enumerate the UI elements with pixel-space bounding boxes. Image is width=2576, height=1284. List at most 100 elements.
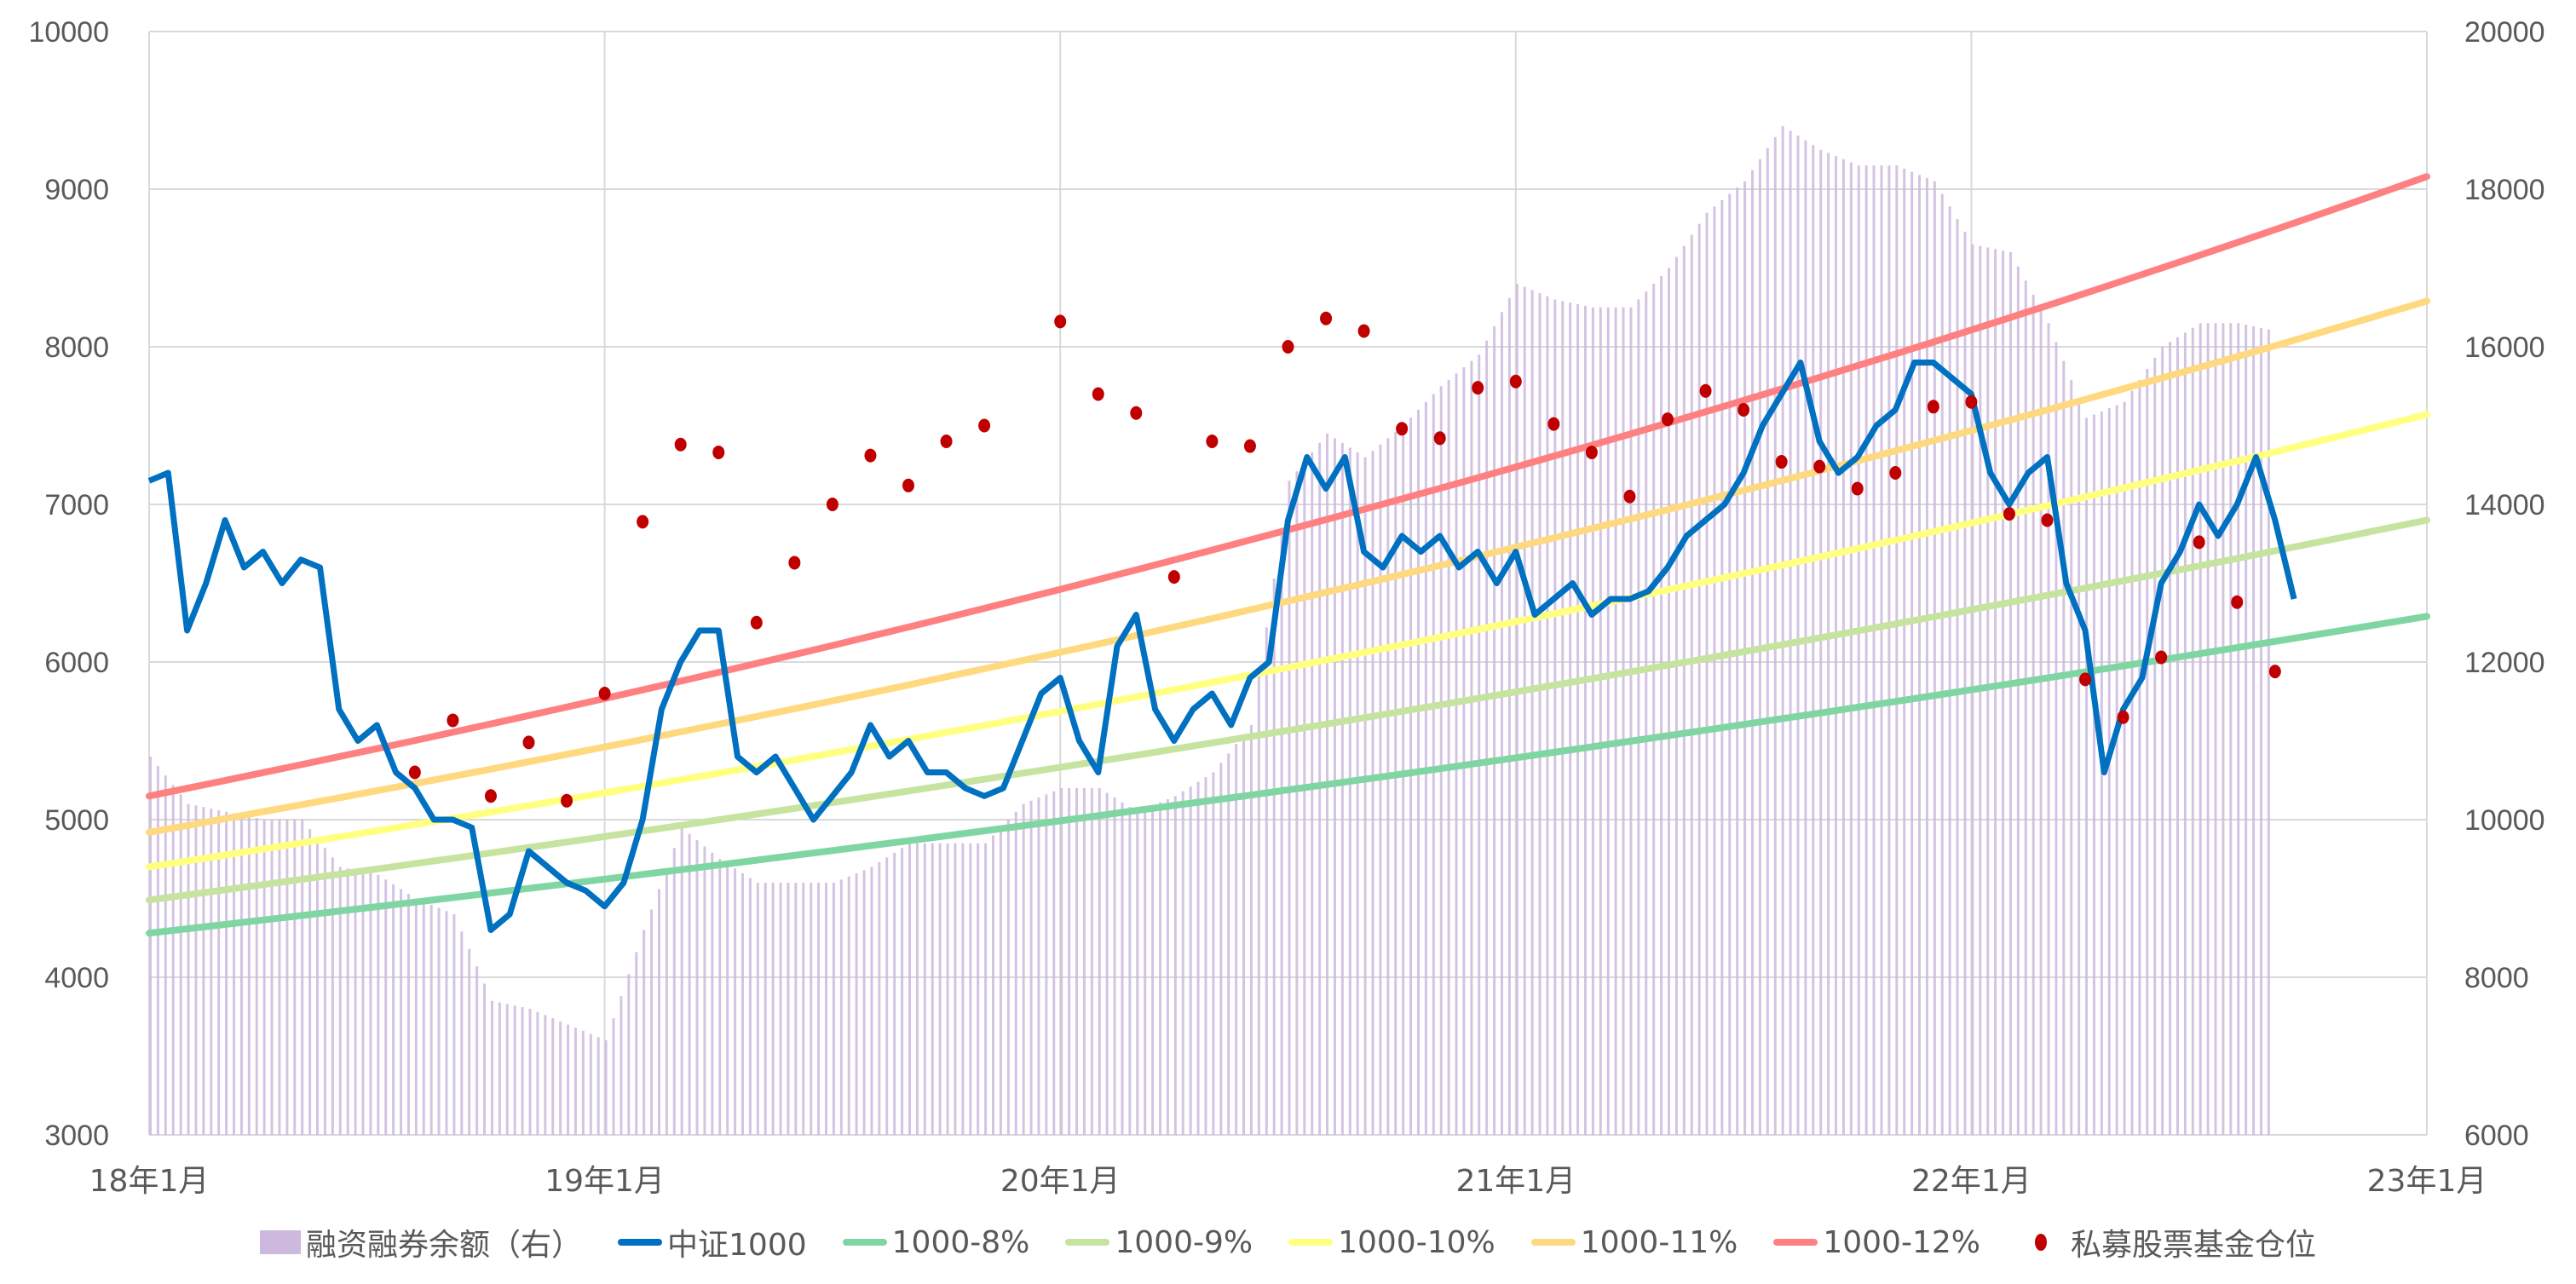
margin-balance-bar <box>748 878 752 1135</box>
margin-balance-bar <box>1409 417 1413 1135</box>
legend-label: 1000-11% <box>1580 1224 1738 1260</box>
margin-balance-bar <box>787 883 790 1135</box>
fund-position-dot <box>1738 403 1750 417</box>
margin-balance-bar <box>2024 280 2027 1135</box>
margin-balance-bar <box>839 879 843 1135</box>
margin-balance-bar <box>293 820 297 1135</box>
fund-position-dot <box>788 556 801 570</box>
margin-balance-bar <box>1288 481 1291 1135</box>
margin-balance-bar <box>1075 788 1079 1135</box>
margin-balance-bar <box>589 1034 592 1135</box>
left-tick-label: 7000 <box>44 489 109 521</box>
fund-position-dot <box>978 418 991 433</box>
margin-balance-bar <box>734 868 737 1135</box>
left-tick-label: 9000 <box>44 174 109 206</box>
margin-balance-bar <box>1447 379 1450 1136</box>
margin-balance-bar <box>2002 250 2005 1135</box>
margin-balance-bar <box>2078 399 2081 1135</box>
margin-balance-bar <box>771 883 775 1135</box>
fund-position-dot <box>1130 406 1143 420</box>
margin-balance-bar <box>179 794 182 1135</box>
legend-item-12pct: 1000-12% <box>1773 1225 1980 1260</box>
margin-balance-bar <box>961 843 965 1135</box>
right-tick-label: 12000 <box>2464 647 2545 679</box>
x-tick-label: 19年1月 <box>545 1164 665 1199</box>
fund-position-dot <box>484 789 497 803</box>
margin-balance-bar <box>1583 305 1587 1135</box>
margin-balance-bar <box>1713 206 1716 1136</box>
margin-balance-bar <box>1925 178 1928 1135</box>
legend-label: 1000-8% <box>891 1224 1030 1260</box>
margin-balance-bar <box>1591 307 1594 1135</box>
margin-balance-bar <box>1773 136 1777 1136</box>
fund-position-dot <box>1472 381 1484 395</box>
left-tick-label: 4000 <box>44 962 109 994</box>
fund-position-dot <box>447 713 459 728</box>
margin-balance-bar <box>406 893 410 1135</box>
margin-balance-bar <box>1553 299 1557 1135</box>
margin-balance-bar <box>1144 809 1147 1135</box>
margin-balance-bar <box>2031 294 2035 1135</box>
margin-balance-bar <box>1538 293 1542 1136</box>
margin-balance-bar <box>1363 457 1367 1135</box>
margin-balance-bar <box>452 914 456 1135</box>
fund-position-dot <box>1092 387 1104 401</box>
margin-balance-bar <box>688 833 691 1135</box>
margin-balance-bar <box>2222 323 2225 1135</box>
margin-balance-bar <box>1994 249 1997 1135</box>
margin-balance-bar <box>1159 802 1162 1135</box>
trend-line-1000-10% <box>146 411 2430 871</box>
right-axis-ticks: 20000 18000 16000 14000 12000 10000 8000… <box>2464 16 2545 1152</box>
margin-balance-bar <box>1386 438 1390 1135</box>
fund-position-dot <box>750 615 763 630</box>
margin-balance-bar <box>999 827 1002 1135</box>
margin-balance-bar <box>1857 165 1860 1135</box>
margin-balance-bar <box>2016 266 2020 1135</box>
x-tick-label: 22年1月 <box>1911 1164 2031 1199</box>
margin-balance-bar <box>1022 803 1025 1135</box>
margin-balance-bar <box>2259 327 2262 1135</box>
margin-balance-bar <box>1272 578 1276 1135</box>
margin-balance-bar <box>2107 408 2111 1135</box>
margin-balance-bar <box>285 820 289 1135</box>
margin-balance-bar <box>1242 734 1246 1135</box>
margin-balance-bar <box>521 1007 524 1135</box>
margin-balance-bar <box>156 766 159 1135</box>
margin-balance-bar <box>1470 360 1473 1135</box>
margin-balance-bar <box>2146 368 2149 1135</box>
margin-balance-bar <box>1181 791 1184 1135</box>
margin-balance-bar <box>392 884 395 1135</box>
margin-balance-bar <box>1880 165 1883 1135</box>
margin-balance-bar <box>711 852 714 1135</box>
margin-balance-bar <box>2252 325 2256 1135</box>
fund-position-dot <box>674 437 687 452</box>
margin-balance-bar <box>1493 325 1496 1135</box>
fund-position-dot <box>522 735 535 750</box>
margin-balance-bar <box>764 883 767 1135</box>
margin-balance-bar <box>870 867 873 1135</box>
margin-balance-bar <box>1956 219 1959 1135</box>
fund-position-dot <box>1396 422 1409 436</box>
margin-balance-bar <box>1645 291 1648 1135</box>
x-tick-label: 21年1月 <box>1455 1164 1576 1199</box>
margin-balance-bar <box>323 848 326 1135</box>
legend-item-fund-position: 私募股票基金仓位 <box>2016 1220 2316 1264</box>
margin-balance-bar <box>1728 193 1732 1135</box>
margin-balance-bar <box>1303 462 1306 1135</box>
margin-balance-bar <box>1523 286 1526 1135</box>
margin-balance-bar <box>1340 442 1344 1135</box>
margin-balance-bar <box>331 857 334 1135</box>
margin-balance-bar <box>703 846 706 1135</box>
margin-balance-bar <box>513 1005 516 1135</box>
margin-balance-bar <box>862 870 866 1135</box>
margin-balance-bar <box>551 1018 555 1135</box>
margin-balance-bar <box>475 966 479 1135</box>
margin-balance-bar <box>794 883 798 1135</box>
margin-balance-bar <box>1576 304 1580 1135</box>
margin-balance-bar <box>2039 308 2043 1136</box>
margin-balance-bar <box>1265 627 1268 1135</box>
margin-balance-bar <box>1507 297 1511 1135</box>
legend-label: 私募股票基金仓位 <box>2070 1228 2316 1263</box>
legend-label: 中证1000 <box>667 1228 807 1263</box>
margin-balance-bar <box>2214 323 2217 1135</box>
